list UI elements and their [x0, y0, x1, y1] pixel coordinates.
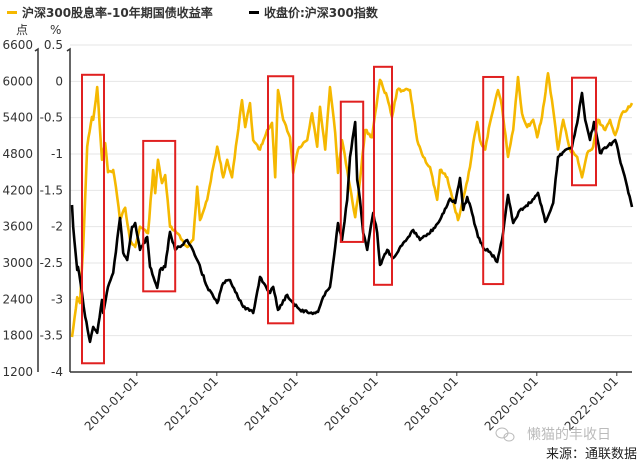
right-axis-unit: %: [50, 23, 61, 37]
y-axes: 6600 0.5 6000 0 5400 -0.5 4800 -1 4200 -1.5 3600 -2…: [2, 38, 71, 379]
csi300-index-line: [70, 91, 634, 344]
right-tick-label: -2: [51, 220, 63, 234]
x-tick-label: 2022-01-01: [562, 374, 621, 433]
highlight-box: [81, 73, 105, 365]
left-tick-label: 1200: [2, 365, 33, 379]
right-tick-label: -2.5: [40, 256, 63, 270]
x-tick-label: 2012-01-01: [162, 374, 221, 433]
left-axis-line: [34, 47, 39, 372]
left-tick-label: 4200: [2, 183, 33, 197]
annotation-boxes: [81, 65, 597, 365]
wechat-icon: [495, 427, 515, 442]
left-tick-label: 3000: [2, 256, 33, 270]
highlight-box: [571, 76, 597, 187]
legend-swatch-dividend-spread: [7, 11, 17, 14]
right-tick-label: -1: [51, 147, 63, 161]
x-tick-label: 2020-01-01: [482, 374, 541, 433]
legend: 沪深300股息率-10年期国债收益率 收盘价:沪深300指数: [7, 5, 379, 20]
highlight-box: [482, 75, 505, 286]
right-tick-label: -3: [51, 292, 63, 306]
highlight-box: [339, 100, 365, 243]
right-tick-label: 0: [55, 74, 63, 88]
left-tick-label: 1800: [2, 329, 33, 343]
right-tick-label: -4: [51, 365, 63, 379]
left-tick-label: 4800: [2, 147, 33, 161]
highlight-box: [373, 65, 393, 286]
x-tick-label: 2014-01-01: [242, 374, 301, 433]
right-tick-label: -0.5: [40, 111, 63, 125]
legend-label-dividend-spread: 沪深300股息率-10年期国债收益率: [22, 5, 213, 20]
highlight-box: [142, 139, 177, 293]
dividend-spread-line: [70, 72, 634, 338]
left-tick-label: 2400: [2, 292, 33, 306]
left-axis-unit: 点: [16, 23, 28, 37]
right-tick-label: -3.5: [40, 329, 63, 343]
left-tick-label: 3600: [2, 220, 33, 234]
left-tick-label: 6600: [2, 38, 33, 52]
source-text: 来源：通联数据: [546, 447, 637, 462]
x-tick-label: 2010-01-01: [82, 374, 141, 433]
right-axis-line: [66, 47, 71, 372]
right-tick-label: -1.5: [40, 183, 63, 197]
legend-label-csi300: 收盘价:沪深300指数: [264, 5, 379, 20]
x-axis: 2010-01-01 2012-01-01 2014-01-01 2016-01-01…: [70, 371, 632, 433]
highlight-box: [267, 75, 295, 325]
x-tick-label: 2016-01-01: [322, 374, 381, 433]
x-tick-label: 2018-01-01: [402, 374, 461, 433]
watermark-text: 懒猫的丰收日: [527, 427, 611, 443]
left-tick-label: 6000: [2, 74, 33, 88]
legend-swatch-csi300: [249, 11, 259, 14]
right-tick-label: 0.5: [44, 38, 63, 52]
left-tick-label: 5400: [2, 111, 33, 125]
series-lines: [70, 72, 634, 344]
watermark: 懒猫的丰收日 来源：通联数据: [495, 427, 637, 462]
